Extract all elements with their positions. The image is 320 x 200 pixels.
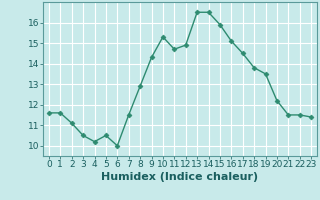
X-axis label: Humidex (Indice chaleur): Humidex (Indice chaleur) bbox=[101, 172, 259, 182]
